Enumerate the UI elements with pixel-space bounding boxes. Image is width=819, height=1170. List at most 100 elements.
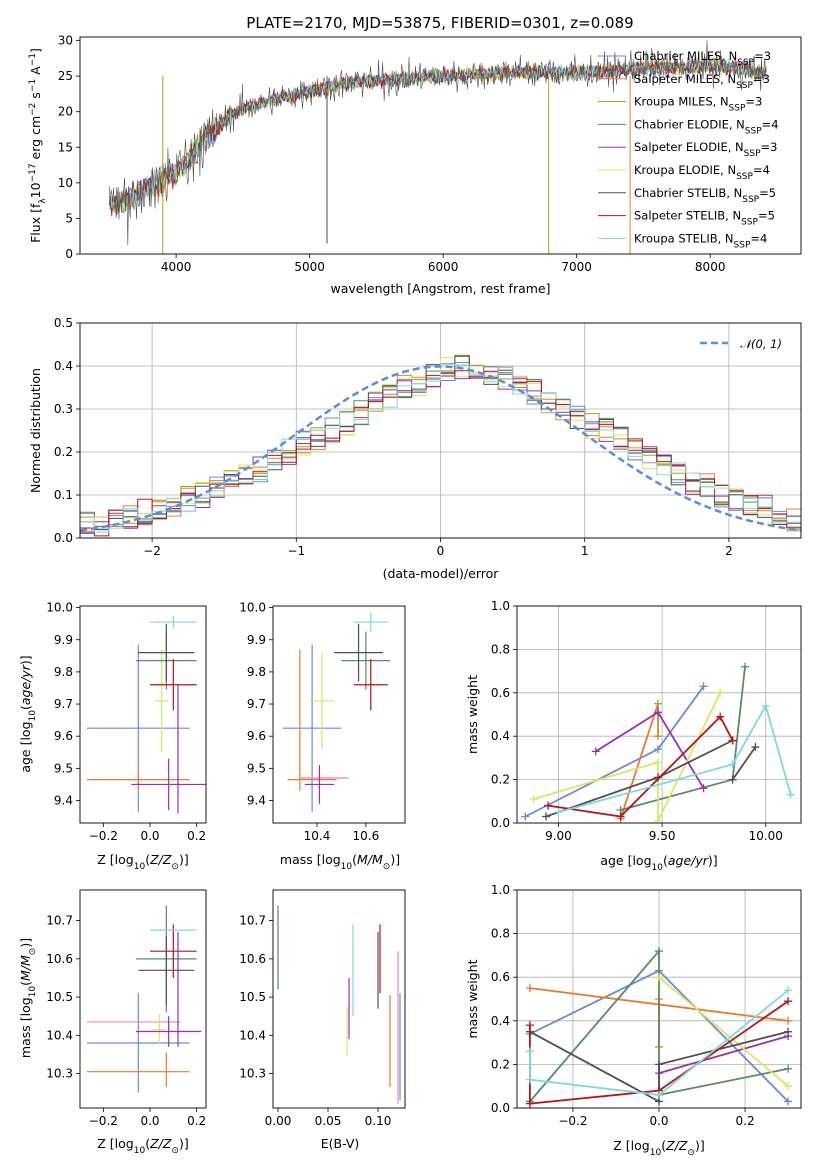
weight-age-marker: [741, 662, 750, 671]
age-z-frame: [79, 605, 207, 824]
weight-age-marker: [699, 784, 708, 793]
hist-xtick-label: 1: [581, 544, 589, 558]
spectrum-xtick-label: 4000: [161, 260, 192, 274]
age-mass-frame: [272, 605, 406, 824]
weight-age-marker: [554, 808, 563, 817]
weight-z-marker: [525, 1021, 534, 1030]
weight-z-ytick-label: 0.0: [491, 1101, 510, 1115]
weight-age-marker: [751, 743, 760, 752]
mass-z-frame: [79, 889, 207, 1109]
weight-age-xtick-label: 9.50: [649, 829, 676, 843]
weight-z-ytick-label: 0.6: [491, 970, 510, 984]
age-z-xtick-label: −0.2: [89, 829, 118, 843]
weight-z-marker: [784, 1027, 793, 1036]
weight-age-xtick-label: 9.00: [545, 829, 572, 843]
legend-label-8: Kroupa STELIB, NSSP=4: [634, 231, 767, 250]
spectrum-ytick-label: 15: [58, 140, 73, 154]
spectrum-plot-area: [109, 40, 767, 254]
mass-z-plot-area: [87, 905, 202, 1093]
weight-age-series-line: [619, 703, 659, 819]
mass-ebv-xtick-label: 0.05: [315, 1114, 342, 1128]
weight-age-marker: [728, 775, 737, 784]
spectrum-ylabel: Flux [fλ10−17 erg cm−2 s−1 A−1]: [28, 48, 48, 243]
mass-z-xtick-label: 0.2: [187, 1114, 206, 1128]
legend-label-7: Salpeter STELIB, NSSP=5: [634, 209, 775, 228]
spectrum-ytick-label: 5: [65, 211, 73, 225]
weight-z-series-line: [529, 989, 789, 1096]
age-mass-xtick-label: 10.6: [353, 829, 380, 843]
hist-ytick-label: 0.1: [54, 488, 73, 502]
weight-age-marker: [544, 801, 553, 810]
mass-ebv-xlabel: E(B-V): [321, 1136, 360, 1151]
weight-z-marker: [784, 1082, 793, 1091]
mass-z-ytick-label: 10.3: [46, 1067, 73, 1081]
age-z-xlabel: Z [log10(Z/Z⊙)]: [97, 852, 188, 872]
weight-z-xtick-label: 0.0: [649, 1114, 668, 1128]
weight-z-ytick-label: 0.2: [491, 1057, 510, 1071]
mass-ebv-plot-area: [277, 905, 401, 1105]
weight-age-marker: [521, 812, 530, 821]
hist-ytick-label: 0.0: [54, 531, 73, 545]
age-z-ytick-label: 9.6: [54, 729, 73, 743]
age-z-ytick-label: 9.7: [54, 697, 73, 711]
spectrum-ytick-label: 20: [58, 105, 73, 119]
hist-xlabel: (data-model)/error: [383, 566, 500, 581]
legend-label-6: Chabrier STELIB, NSSP=5: [634, 186, 776, 205]
hist-xtick-label: −1: [287, 544, 305, 558]
age-mass-xlabel: mass [log10(M/M⊙)]: [280, 852, 400, 872]
mass-ebv-ytick-label: 10.6: [239, 952, 266, 966]
weight-age-plot-area: [521, 662, 795, 823]
figure-title: PLATE=2170, MJD=53875, FIBERID=0301, z=0…: [246, 14, 633, 32]
age-mass-ytick-label: 9.7: [247, 697, 266, 711]
age-z-ytick-label: 10.0: [46, 601, 73, 615]
weight-z-frame: [516, 889, 802, 1109]
hist-ylabel: Normed distribution: [28, 368, 43, 493]
mass-z-xlabel: Z [log10(Z/Z⊙)]: [97, 1136, 188, 1156]
weight-z-marker: [525, 1075, 534, 1084]
age-mass-ytick-label: 9.4: [247, 793, 266, 807]
mass-ebv-frame: [272, 889, 406, 1109]
weight-age-marker: [716, 688, 725, 697]
mass-ebv-xtick-label: 0.10: [365, 1114, 392, 1128]
mass-ebv-ytick-label: 10.3: [239, 1067, 266, 1081]
age-z-xtick-label: 0.0: [140, 829, 159, 843]
weight-age-ytick-label: 0.8: [491, 642, 510, 656]
weight-age-xtick-label: 10.00: [749, 829, 783, 843]
mass-z-ytick-label: 10.6: [46, 952, 73, 966]
weight-z-marker: [525, 984, 534, 993]
age-z-xtick-label: 0.2: [187, 829, 206, 843]
weight-age-marker: [786, 790, 795, 799]
weight-z-marker: [784, 1064, 793, 1073]
weight-age-marker: [653, 758, 662, 767]
weight-age-marker: [653, 699, 662, 708]
weight-z-marker: [525, 1047, 534, 1056]
weight-z-marker: [784, 1016, 793, 1025]
weight-age-marker: [653, 732, 662, 741]
weight-z-marker: [784, 986, 793, 995]
hist-ytick-label: 0.3: [54, 402, 73, 416]
weight-z-xtick-label: 0.2: [736, 1114, 755, 1128]
legend-label-2: Kroupa MILES, NSSP=3: [634, 95, 762, 114]
weight-z-marker: [784, 997, 793, 1006]
mass-z-xtick-label: −0.2: [89, 1114, 118, 1128]
weight-z-ylabel: mass weight: [465, 959, 480, 1038]
weight-age-series-line: [731, 746, 757, 781]
spectrum-frame: [79, 36, 802, 255]
spectrum-xtick-label: 6000: [428, 260, 459, 274]
mass-z-ytick-label: 10.7: [46, 914, 73, 928]
mass-z-xtick-label: 0.0: [140, 1114, 159, 1128]
age-z-ytick-label: 9.5: [54, 761, 73, 775]
weight-age-series-line: [533, 692, 722, 822]
hist-step-series: [80, 363, 801, 538]
hist-ytick-label: 0.5: [54, 316, 73, 330]
spectrum-ytick-label: 25: [58, 69, 73, 83]
mass-ebv-ytick-label: 10.7: [239, 914, 266, 928]
weight-age-marker: [616, 812, 625, 821]
hist-xtick-label: 2: [725, 544, 733, 558]
spectrum-xtick-label: 7000: [561, 260, 592, 274]
age-z-plot-area: [87, 615, 206, 814]
mass-ebv-ytick-label: 10.4: [239, 1028, 266, 1042]
weight-age-ylabel: mass weight: [465, 675, 480, 754]
legend-label-4: Salpeter ELODIE, NSSP=3: [634, 140, 777, 159]
weight-age-series-line: [558, 703, 792, 813]
